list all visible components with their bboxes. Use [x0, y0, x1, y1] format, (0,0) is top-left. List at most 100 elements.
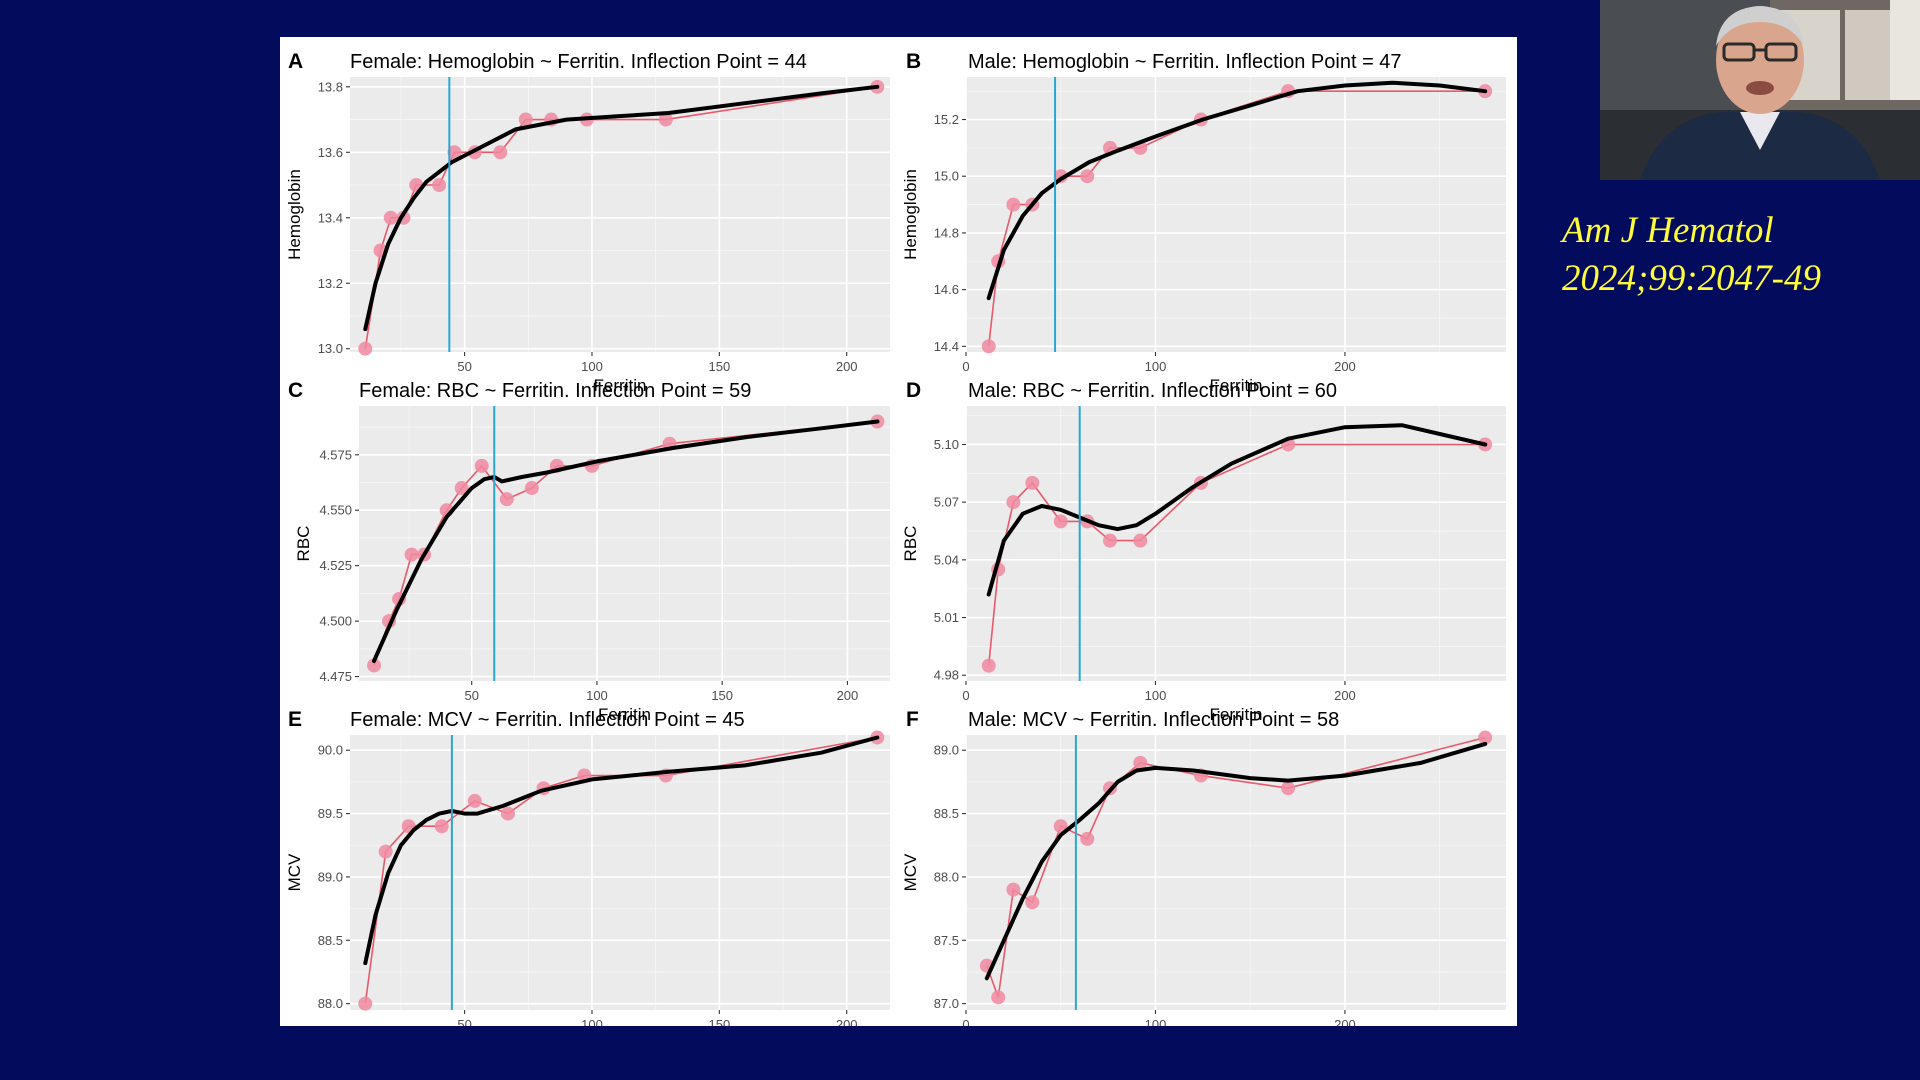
data-point: [981, 658, 996, 673]
data-point: [991, 990, 1006, 1005]
y-axis-title: MCV: [285, 853, 304, 891]
panel-letter: F: [906, 708, 919, 731]
y-tick-label: 88.0: [934, 869, 959, 884]
chart-panel-c: 50 100 150 200 4.475 4.500 4.525 4.550 4.575 C Fem…: [288, 379, 890, 724]
data-point: [1080, 831, 1095, 846]
data-point: [367, 658, 382, 673]
data-point: [1478, 730, 1493, 745]
data-point: [1053, 514, 1068, 529]
y-tick-label: 13.4: [318, 210, 343, 225]
data-point: [1006, 197, 1021, 212]
y-tick-label: 88.5: [318, 933, 343, 948]
y-tick-label: 4.575: [319, 447, 352, 462]
panel-letter: A: [288, 50, 303, 73]
x-tick-label: 50: [464, 688, 478, 703]
x-tick-label: 200: [1334, 688, 1356, 703]
data-point: [1006, 882, 1021, 897]
panel-title: Male: Hemoglobin ~ Ferritin. Inflection …: [968, 51, 1402, 73]
x-axis-title: Ferritin: [594, 376, 647, 395]
panel-title: Female: RBC ~ Ferritin. Inflection Point…: [359, 380, 751, 402]
data-point: [658, 112, 673, 127]
y-tick-label: 90.0: [318, 743, 343, 758]
panel-title: Male: MCV ~ Ferritin. Inflection Point =…: [968, 709, 1339, 731]
smooth-fit-line: [363, 735, 880, 966]
y-axis-title: MCV: [901, 853, 920, 891]
y-tick-label: 4.500: [319, 614, 352, 629]
smooth-fit-line: [372, 419, 880, 663]
data-point: [432, 178, 447, 193]
y-tick-label: 15.2: [934, 112, 959, 127]
x-tick-label: 150: [708, 1017, 730, 1026]
y-tick-label: 14.6: [934, 282, 959, 297]
x-tick-label: 50: [457, 359, 471, 374]
y-tick-label: 87.0: [934, 996, 959, 1011]
y-tick-label: 4.550: [319, 503, 352, 518]
panel-letter: B: [906, 50, 921, 73]
data-point: [358, 996, 373, 1011]
x-tick-label: 100: [586, 688, 608, 703]
data-point: [467, 793, 482, 808]
charts-svg: 50 100 150 200 13.0 13.2 13.4 13.6 13.8 A Female: …: [285, 50, 1506, 1026]
chart-panel-d: 0 100 200 4.98 5.01 5.04 5.07 5.10 D Male: RBC ~ …: [901, 379, 1506, 724]
presenter-video-icon: [1600, 0, 1920, 180]
x-tick-label: 200: [837, 688, 859, 703]
smooth-fit-line: [986, 423, 1488, 597]
x-tick-label: 200: [836, 359, 858, 374]
x-tick-label: 200: [836, 1017, 858, 1026]
data-point: [1133, 755, 1148, 770]
panel-letter: C: [288, 379, 303, 402]
smooth-fit-line: [363, 84, 880, 332]
data-point: [1025, 895, 1040, 910]
panel-letter: D: [906, 379, 921, 402]
x-tick-label: 150: [708, 359, 730, 374]
data-point: [383, 210, 398, 225]
y-tick-label: 89.5: [318, 806, 343, 821]
data-point: [1006, 495, 1021, 510]
y-tick-label: 13.2: [318, 276, 343, 291]
data-point: [499, 492, 514, 507]
plot-background: [350, 735, 890, 1010]
x-tick-label: 0: [962, 359, 969, 374]
x-tick-label: 100: [1145, 688, 1167, 703]
x-tick-label: 0: [962, 1017, 969, 1026]
chart-panel-e: 50 100 150 200 88.0 88.5 89.0 89.5 90.0 E Female: …: [285, 708, 890, 1026]
x-tick-label: 100: [581, 359, 603, 374]
citation-journal: Am J Hematol: [1562, 210, 1774, 251]
data-point: [474, 458, 489, 473]
y-tick-label: 13.0: [318, 341, 343, 356]
data-point: [378, 844, 393, 859]
citation-reference: 2024;99:2047-49: [1562, 258, 1821, 299]
data-point: [434, 819, 449, 834]
chart-panel-f: 0 100 200 87.0 87.5 88.0 88.5 89.0 F Male: MCV ~ …: [901, 708, 1506, 1026]
panel-title: Female: MCV ~ Ferritin. Inflection Point…: [350, 709, 745, 731]
chart-panel-a: 50 100 150 200 13.0 13.2 13.4 13.6 13.8 A Female: …: [285, 50, 890, 395]
y-axis-title: Hemoglobin: [901, 169, 920, 260]
x-tick-label: 200: [1334, 359, 1356, 374]
chart-panel-b: 0 100 200 14.4 14.6 14.8 15.0 15.2 B Male: Hemogl…: [901, 50, 1506, 395]
y-axis-title: Hemoglobin: [285, 169, 304, 260]
y-tick-label: 5.01: [934, 610, 959, 625]
data-point: [1103, 533, 1117, 548]
y-tick-label: 5.07: [934, 495, 959, 510]
y-tick-label: 13.6: [318, 145, 343, 160]
y-tick-label: 15.0: [934, 169, 959, 184]
smooth-fit-line: [986, 80, 1488, 301]
x-tick-label: 100: [1145, 359, 1167, 374]
y-tick-label: 4.98: [934, 668, 959, 683]
y-axis-title: RBC: [294, 526, 313, 562]
data-point: [518, 112, 533, 127]
y-tick-label: 14.4: [934, 339, 959, 354]
panel-title: Male: RBC ~ Ferritin. Inflection Point =…: [968, 380, 1337, 402]
plot-background: [966, 406, 1506, 681]
data-point: [1080, 169, 1095, 184]
panel-title: Female: Hemoglobin ~ Ferritin. Inflectio…: [350, 51, 807, 73]
x-axis-title: Ferritin: [598, 705, 651, 724]
x-tick-label: 100: [581, 1017, 603, 1026]
y-tick-label: 14.8: [934, 225, 959, 240]
data-point: [493, 145, 508, 160]
data-point: [404, 547, 419, 562]
data-point: [1281, 781, 1296, 796]
x-tick-label: 200: [1334, 1017, 1356, 1026]
y-tick-label: 13.8: [318, 79, 343, 94]
y-tick-label: 89.0: [318, 869, 343, 884]
